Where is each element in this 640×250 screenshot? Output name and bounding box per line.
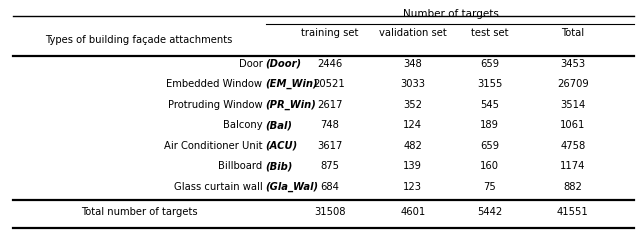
Text: 5442: 5442 (477, 206, 502, 216)
Text: 75: 75 (483, 182, 496, 192)
Text: 41551: 41551 (557, 206, 589, 216)
Text: 1061: 1061 (560, 120, 586, 130)
Text: (PR_Win): (PR_Win) (266, 100, 316, 110)
Text: 3617: 3617 (317, 141, 342, 151)
Text: 20521: 20521 (314, 79, 346, 89)
Text: 482: 482 (403, 141, 422, 151)
Text: 4601: 4601 (400, 206, 426, 216)
Text: 160: 160 (480, 161, 499, 171)
Text: Balcony: Balcony (223, 120, 266, 130)
Text: 545: 545 (480, 100, 499, 110)
Text: Door: Door (239, 59, 266, 69)
Text: 748: 748 (320, 120, 339, 130)
Text: Number of targets: Number of targets (403, 9, 499, 19)
Text: (Gla_Wal): (Gla_Wal) (266, 182, 319, 192)
Text: Air Conditioner Unit: Air Conditioner Unit (164, 141, 266, 151)
Text: 2446: 2446 (317, 59, 342, 69)
Text: (Bal): (Bal) (266, 120, 292, 130)
Text: (Bib): (Bib) (266, 161, 293, 171)
Text: 352: 352 (403, 100, 422, 110)
Text: 124: 124 (403, 120, 422, 130)
Text: 882: 882 (563, 182, 582, 192)
Text: 659: 659 (480, 59, 499, 69)
Text: 3033: 3033 (400, 79, 426, 89)
Text: Total number of targets: Total number of targets (81, 206, 198, 216)
Text: 3155: 3155 (477, 79, 502, 89)
Text: (EM_Win): (EM_Win) (266, 79, 318, 90)
Text: 348: 348 (403, 59, 422, 69)
Text: 3514: 3514 (560, 100, 586, 110)
Text: Protruding Window: Protruding Window (168, 100, 266, 110)
Text: Total: Total (561, 28, 584, 38)
Text: Glass curtain wall: Glass curtain wall (173, 182, 266, 192)
Text: training set: training set (301, 28, 358, 38)
Text: 1174: 1174 (560, 161, 586, 171)
Text: validation set: validation set (379, 28, 447, 38)
Text: 123: 123 (403, 182, 422, 192)
Text: 4758: 4758 (560, 141, 586, 151)
Text: 26709: 26709 (557, 79, 589, 89)
Text: Embedded Window: Embedded Window (166, 79, 266, 89)
Text: 139: 139 (403, 161, 422, 171)
Text: (ACU): (ACU) (266, 141, 298, 151)
Text: (Door): (Door) (266, 59, 301, 69)
Text: 31508: 31508 (314, 206, 346, 216)
Text: 189: 189 (480, 120, 499, 130)
Text: 875: 875 (320, 161, 339, 171)
Text: Billboard: Billboard (218, 161, 266, 171)
Text: Types of building façade attachments: Types of building façade attachments (45, 35, 233, 45)
Text: test set: test set (471, 28, 508, 38)
Text: 659: 659 (480, 141, 499, 151)
Text: 2617: 2617 (317, 100, 342, 110)
Text: 3453: 3453 (560, 59, 586, 69)
Text: 684: 684 (320, 182, 339, 192)
